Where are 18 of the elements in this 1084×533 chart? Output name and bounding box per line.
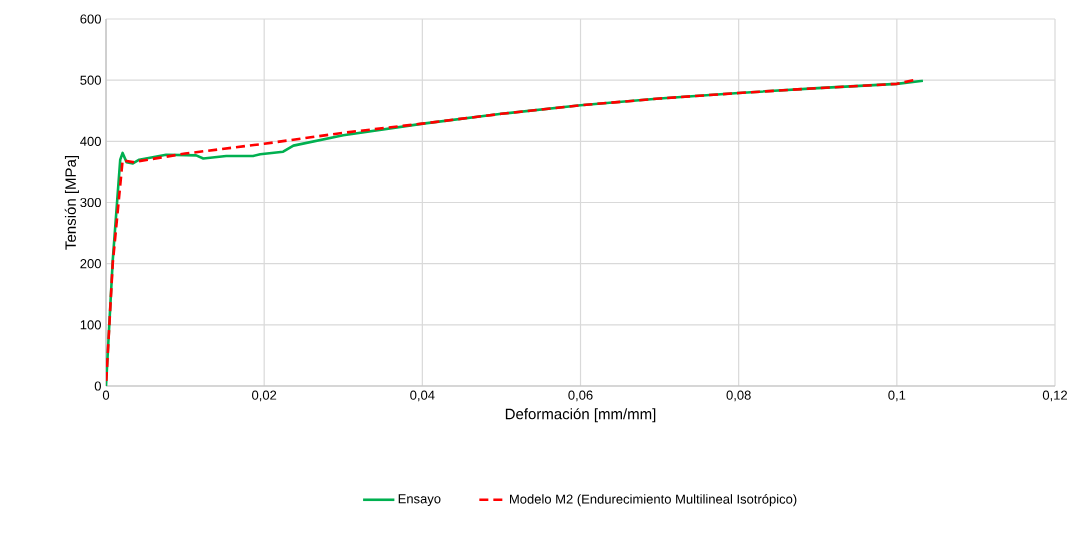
y-tick-label: 100: [80, 320, 101, 330]
x-tick-label: 0,06: [568, 390, 593, 402]
x-tick-label: 0,04: [410, 390, 435, 402]
x-tick-label: 0: [102, 390, 110, 400]
x-tick-label: 0,08: [726, 390, 751, 402]
y-tick-label: 600: [80, 14, 101, 24]
legend-label: Modelo M2 (Endurecimiento Multilineal Isotrópico): [510, 494, 797, 507]
y-tick-label: 300: [80, 197, 101, 208]
y-axis-title: Tensión [MPa]: [64, 156, 79, 250]
y-tick-label: 200: [80, 259, 101, 269]
legend-label: Ensayo: [398, 494, 441, 506]
y-tick-label: 500: [80, 75, 101, 85]
x-axis-title: Deformación [mm/mm]: [505, 408, 656, 423]
x-tick-label: 0,1: [888, 390, 906, 402]
x-tick-label: 0,02: [252, 390, 277, 402]
x-tick-label: 0,12: [1042, 390, 1067, 402]
y-tick-label: 0: [94, 381, 101, 391]
y-tick-label: 400: [80, 136, 101, 146]
